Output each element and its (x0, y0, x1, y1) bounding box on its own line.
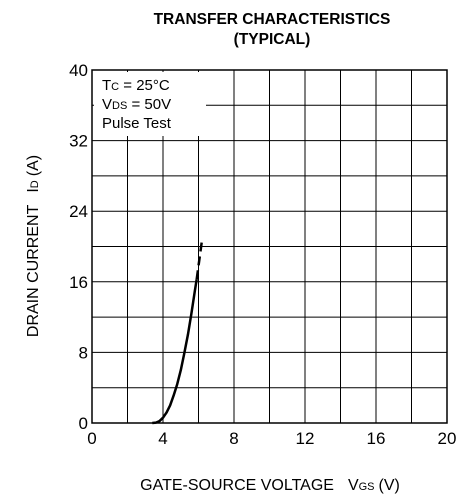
transfer-curve-solid (152, 279, 198, 425)
annotation-temperature-symbol: T (102, 77, 111, 94)
x-axis-symbol-sub: GS (359, 481, 375, 493)
chart-title: TRANSFER CHARACTERISTICS (154, 11, 391, 28)
x-tick-label: 20 (438, 429, 457, 448)
x-tick-label: 0 (87, 429, 96, 448)
x-tick-label: 4 (158, 429, 167, 448)
chart-subtitle: (TYPICAL) (234, 31, 311, 48)
y-tick-label: 24 (69, 202, 88, 221)
annotation-vds-value: = 50V (127, 96, 171, 113)
y-axis-label-text: DRAIN CURRENT (25, 204, 42, 337)
grid-lines (92, 70, 447, 423)
annotation-temperature-sub: C (111, 81, 119, 93)
annotation-vds-symbol: V (102, 96, 112, 113)
y-tick-label: 40 (69, 61, 88, 80)
y-axis-symbol-sub: D (29, 180, 41, 188)
y-tick-label: 8 (79, 343, 88, 362)
x-tick-label: 16 (367, 429, 386, 448)
y-axis-unit: (A) (25, 155, 42, 176)
data-curves (152, 239, 204, 425)
x-axis-label: GATE-SOURCE VOLTAGE VGS (V) (140, 477, 400, 494)
y-axis-label: DRAIN CURRENT ID (A) (25, 155, 42, 337)
annotation-vds-sub: DS (112, 100, 127, 112)
y-tick-label: 32 (69, 132, 88, 151)
annotation-temperature: TC = 25°C (102, 77, 170, 94)
annotation-pulse-test: Pulse Test (102, 115, 172, 132)
x-axis-symbol: V (348, 477, 359, 494)
y-tick-label: 16 (69, 273, 88, 292)
y-tick-labels: 0 8 16 24 32 40 (69, 61, 88, 433)
transfer-curve-dashed (195, 239, 204, 280)
annotation-drain-source-voltage: VDS = 50V (102, 96, 171, 113)
y-tick-label: 0 (79, 414, 88, 433)
x-axis-label-text: GATE-SOURCE VOLTAGE (140, 477, 334, 494)
annotation-box (94, 72, 206, 136)
x-tick-label: 12 (296, 429, 315, 448)
x-tick-label: 8 (229, 429, 238, 448)
x-axis-unit: (V) (379, 477, 400, 494)
x-tick-labels: 0 4 8 12 16 20 (87, 429, 456, 448)
y-axis-symbol: I (25, 188, 42, 192)
annotation-temperature-value: = 25°C (119, 77, 170, 94)
plot-border (91, 69, 448, 424)
